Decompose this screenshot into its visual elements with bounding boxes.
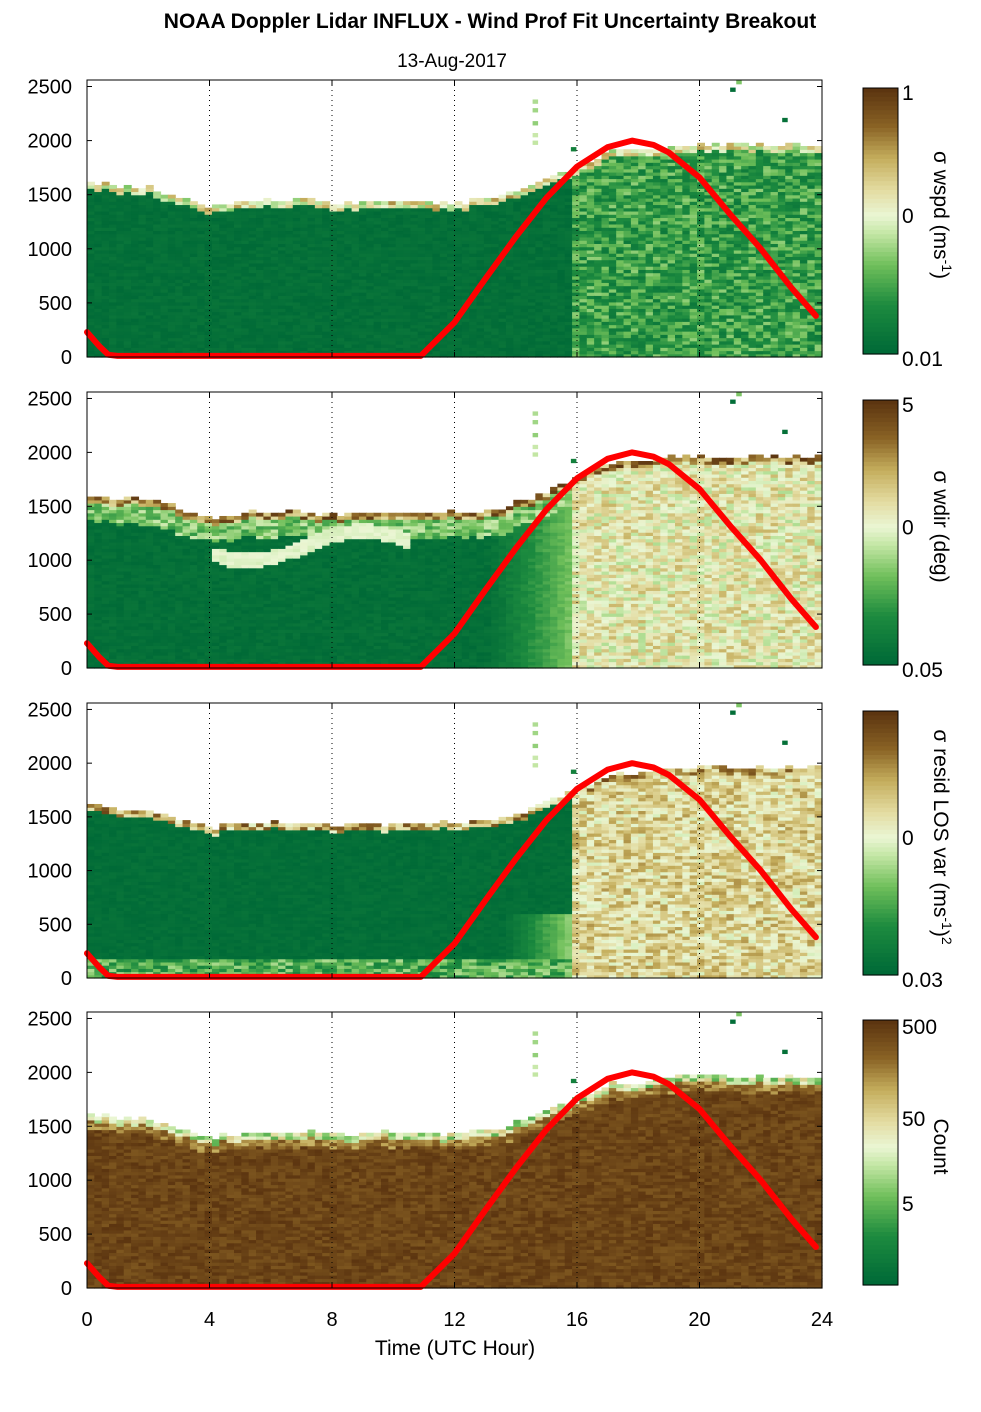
heatmap-cell <box>205 208 213 212</box>
heatmap-cell <box>116 188 124 192</box>
heatmap-cell <box>138 188 146 192</box>
heatmap-cell <box>344 201 352 205</box>
heatmap-cell <box>256 201 264 205</box>
heatmap-cell <box>190 201 198 205</box>
heatmap-cell <box>227 204 235 208</box>
heatmap-cell <box>263 198 271 202</box>
heatmap-cell <box>146 185 154 189</box>
heatmap-cell <box>278 201 286 205</box>
chart-title: NOAA Doppler Lidar INFLUX - Wind Prof Fi… <box>164 10 816 33</box>
heatmap-cell <box>87 182 95 186</box>
heatmap-cell <box>131 188 139 192</box>
heatmap-cell <box>175 198 183 202</box>
chart-subtitle: 13-Aug-2017 <box>397 51 507 72</box>
heatmap-cell <box>337 204 345 208</box>
heatmap-cell <box>183 198 191 202</box>
heatmap-cell <box>293 198 301 202</box>
heatmap-cell <box>197 204 205 208</box>
heatmap-cell <box>102 182 110 186</box>
heatmap-cell <box>249 201 257 205</box>
heatmap-cell <box>109 185 117 189</box>
heatmap-cell <box>308 198 316 202</box>
heatmap-cell <box>124 185 132 189</box>
heatmap-cell <box>234 201 242 205</box>
heatmap-cell <box>241 201 249 205</box>
heatmap-cell <box>212 204 220 208</box>
heatmap-cell <box>161 195 169 199</box>
heatmap-cell <box>219 204 227 208</box>
heatmap-cell <box>168 195 176 199</box>
figure: NOAA Doppler Lidar INFLUX - Wind Prof Fi… <box>0 0 981 1412</box>
heatmap-cell <box>300 198 308 202</box>
heatmap-cell <box>271 201 279 205</box>
heatmap-cell <box>322 201 330 205</box>
heatmap-cell <box>285 201 293 205</box>
heatmap-cell <box>315 201 323 205</box>
heatmap-cell <box>153 191 161 195</box>
heatmap-cell <box>330 204 338 208</box>
heatmap-cell <box>94 185 102 189</box>
